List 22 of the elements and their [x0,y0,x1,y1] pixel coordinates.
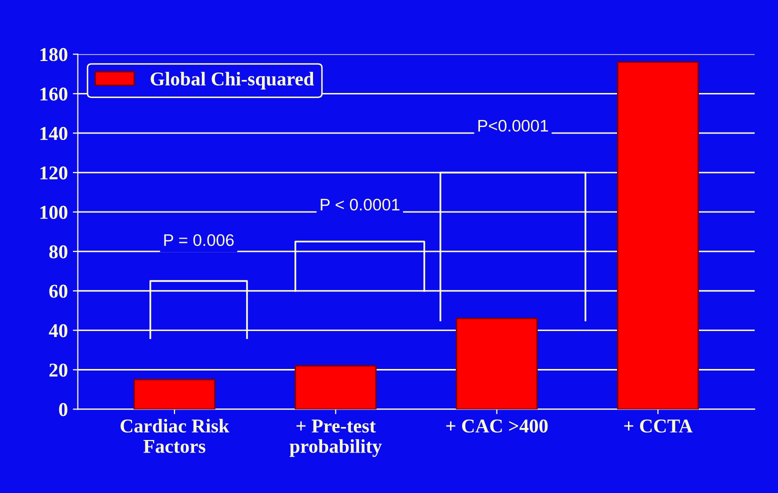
y-tick-label: 120 [40,166,68,180]
bar [616,61,699,410]
annotation: P = 0.006 [164,234,234,246]
bar [134,378,216,410]
x-tick-label: + Pre-test probability [290,420,382,457]
y-tick-label: 100 [40,206,68,219]
y-tick-label: 180 [40,48,68,62]
legend-label: Global Chi-squared [150,72,314,90]
y-tick-label: 60 [49,284,68,298]
y-tick-label: 80 [49,245,68,258]
x-tick-label: Cardiac Risk Factors [120,418,230,453]
x-tick-label: + CAC >400 [446,419,548,433]
y-tick-label: 140 [40,126,68,140]
x-tick-label: + CCTA [624,420,693,433]
y-tick-label: 20 [49,364,68,377]
bar [294,365,377,410]
annotation: P < 0.0001 [320,198,400,211]
bar [456,318,538,410]
y-tick-label: 40 [48,324,68,338]
y-tick-label: 160 [40,87,68,101]
annotation: P<0.0001 [478,120,548,132]
y-tick-label: 0 [59,403,68,416]
